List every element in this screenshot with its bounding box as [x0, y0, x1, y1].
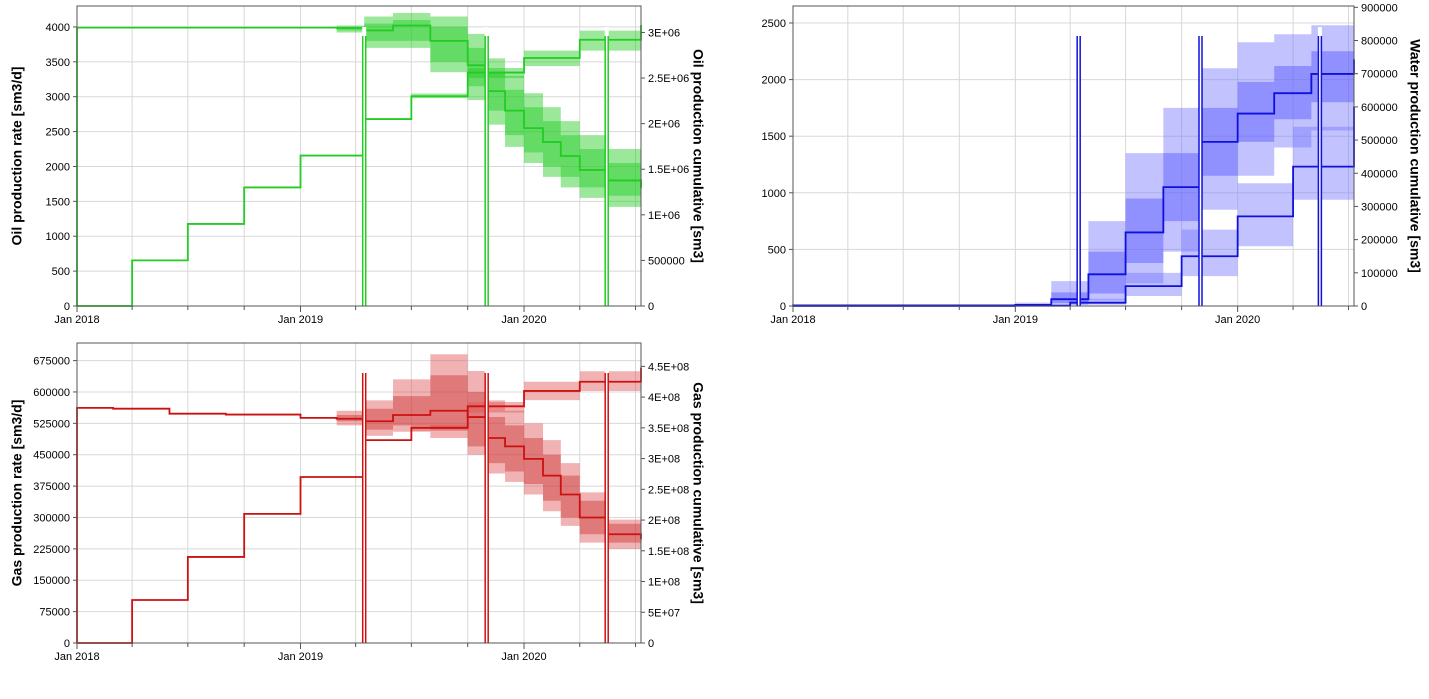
plot-area [793, 6, 1354, 306]
water-chart-panel: 0 500 1000 1500 2000 2500 0 100000 200000 300000 4… [714, 0, 1429, 335]
y-left-tick-label: 2500 [762, 18, 786, 30]
y-left-tick-label: 300000 [33, 512, 70, 524]
y-left-tick-label: 450000 [33, 450, 70, 462]
y-left-tick-label: 1000 [762, 188, 786, 200]
plot-frame [792, 5, 1355, 307]
y-right-tick-label: 500000 [1361, 135, 1398, 147]
y-right-tick-label: 3E+08 [648, 454, 680, 466]
gas-chart-panel: 0 75000 150000 225000 300000 375000 450000 5250… [0, 337, 714, 694]
y-right-tick-label: 0 [648, 301, 654, 313]
y-left-tick-label: 2000 [762, 75, 786, 87]
y-left-tick-label: 375000 [33, 481, 70, 493]
shutdown-gap [362, 27, 367, 306]
y-left-tick-label: 2000 [46, 161, 70, 173]
cumulative-band [77, 358, 641, 643]
y-right-tick-label: 500000 [648, 255, 685, 267]
y-left-tick-label: 0 [64, 301, 70, 313]
y-right-tick-label: 2E+08 [648, 515, 680, 527]
y-left-tick-label: 525000 [33, 418, 70, 430]
y-right-tick-label: 1.5E+06 [648, 164, 689, 176]
y-left-tick-label: 3500 [46, 57, 70, 69]
y-right-tick-label: 4E+08 [648, 392, 680, 404]
shutdown-gap [484, 364, 489, 643]
x-tick-label: Jan 2019 [278, 651, 323, 663]
y-right-tick-label: 0 [648, 638, 654, 650]
y-left-tick-label: 1500 [762, 131, 786, 143]
y-right-tick-label: 800000 [1361, 36, 1398, 48]
gas-chart: 0 75000 150000 225000 300000 375000 450000 5250… [9, 342, 706, 663]
shutdown-gap [362, 364, 367, 643]
shutdown-gap [1198, 27, 1203, 306]
shutdown-gap [1317, 27, 1322, 306]
rate-band-outer [77, 354, 641, 556]
y-left-tick-label: 675000 [33, 356, 70, 368]
y-right-tick-label: 4.5E+08 [648, 361, 689, 373]
y-right-axis-label: Oil production cumulative [sm3] [690, 49, 706, 263]
rate-band-outer [77, 12, 641, 214]
y-right-tick-label: 100000 [1361, 268, 1398, 280]
shutdown-gap [1076, 27, 1081, 306]
x-tick-label: Jan 2020 [501, 314, 546, 326]
y-right-tick-label: 700000 [1361, 69, 1398, 81]
plot-area [77, 343, 641, 643]
y-left-tick-label: 0 [780, 301, 786, 313]
rate-band-inner [77, 19, 641, 203]
shutdown-gap [604, 364, 609, 643]
y-left-tick-label: 500 [52, 266, 70, 278]
y-right-axis-label: Water production cumulative [sm3] [1407, 39, 1423, 273]
y-left-tick-label: 500 [768, 244, 786, 256]
y-right-tick-label: 900000 [1361, 2, 1398, 14]
x-tick-label: Jan 2019 [278, 314, 323, 326]
y-left-axis-label: Oil production rate [sm3/d] [9, 67, 25, 246]
y-left-tick-label: 2500 [46, 127, 70, 139]
y-right-axis-label: Gas production cumulative [sm3] [690, 382, 706, 604]
y-right-tick-label: 0 [1361, 301, 1367, 313]
shutdown-gap [604, 27, 609, 306]
rate-band-inner [77, 375, 641, 549]
y-right-tick-label: 1E+08 [648, 577, 680, 589]
cumulative-band [77, 14, 641, 306]
x-tick-label: Jan 2019 [993, 314, 1038, 326]
rate-series-line [76, 24, 642, 306]
oil-chart-panel: 0 500 1000 1500 2000 2500 3000 3500 4000 0 500000 1… [0, 0, 714, 335]
y-right-tick-label: 1.5E+08 [648, 546, 689, 558]
rate-band-inner [793, 39, 1354, 306]
y-left-tick-label: 1000 [46, 231, 70, 243]
y-right-tick-label: 300000 [1361, 201, 1398, 213]
y-left-tick-label: 150000 [33, 575, 70, 587]
y-left-axis-label: Gas production rate [sm3/d] [9, 400, 25, 587]
cumulative-band [793, 67, 1354, 306]
rate-series-line [76, 406, 642, 643]
x-tick-label: Jan 2020 [1215, 314, 1260, 326]
y-right-tick-label: 3.5E+08 [648, 423, 689, 435]
plot-frame [76, 5, 642, 307]
y-right-tick-label: 2.5E+08 [648, 484, 689, 496]
shutdown-gap [484, 27, 489, 306]
rate-band-outer [793, 19, 1354, 306]
y-left-tick-label: 0 [64, 638, 70, 650]
plot-frame [76, 342, 642, 644]
y-right-tick-label: 2.5E+06 [648, 73, 689, 85]
y-left-tick-label: 600000 [33, 387, 70, 399]
y-right-tick-label: 600000 [1361, 102, 1398, 114]
oil-chart: 0 500 1000 1500 2000 2500 3000 3500 4000 0 500000 1… [9, 5, 706, 326]
x-tick-label: Jan 2020 [501, 651, 546, 663]
y-left-tick-label: 3000 [46, 92, 70, 104]
y-right-tick-label: 3E+06 [648, 27, 680, 39]
water-chart: 0 500 1000 1500 2000 2500 0 100000 200000 300000 4… [762, 2, 1424, 326]
x-tick-label: Jan 2018 [54, 651, 99, 663]
y-left-tick-label: 75000 [39, 607, 70, 619]
y-left-tick-label: 4000 [46, 22, 70, 34]
y-left-tick-label: 1500 [46, 196, 70, 208]
y-right-tick-label: 5E+07 [648, 607, 680, 619]
x-tick-label: Jan 2018 [770, 314, 815, 326]
y-right-tick-label: 400000 [1361, 168, 1398, 180]
y-right-tick-label: 200000 [1361, 235, 1398, 247]
y-right-tick-label: 1E+06 [648, 210, 680, 222]
y-left-tick-label: 225000 [33, 544, 70, 556]
x-tick-label: Jan 2018 [54, 314, 99, 326]
y-right-tick-label: 2E+06 [648, 119, 680, 131]
